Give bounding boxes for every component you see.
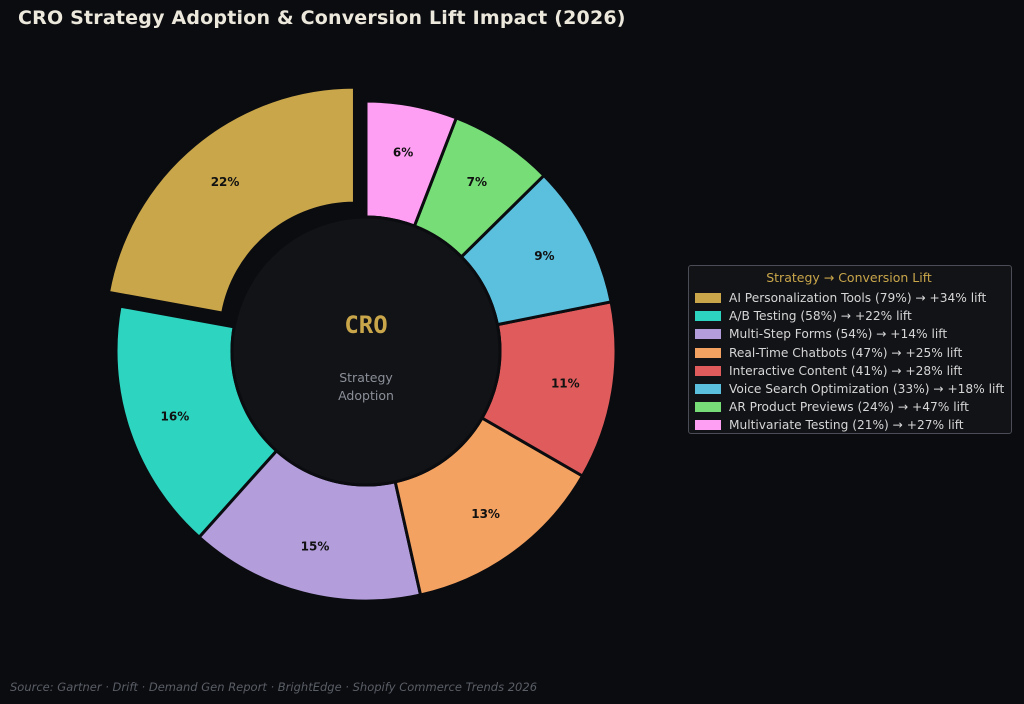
legend-item: Interactive Content (41%) → +28% lift	[693, 362, 1005, 380]
legend-label: Multivariate Testing (21%) → +27% lift	[729, 418, 964, 433]
legend-item: Real-Time Chatbots (47%) → +25% lift	[693, 344, 1005, 362]
legend-swatch	[695, 384, 721, 395]
legend-label: AR Product Previews (24%) → +47% lift	[729, 400, 969, 415]
slice-label-real-time-chatbots: 13%	[471, 507, 500, 521]
legend-item: Multivariate Testing (21%) → +27% lift	[693, 416, 1005, 434]
legend-item: Voice Search Optimization (33%) → +18% l…	[693, 380, 1005, 398]
legend: Strategy → Conversion Lift AI Personaliz…	[688, 265, 1012, 434]
legend-item: A/B Testing (58%) → +22% lift	[693, 307, 1005, 325]
chart-title: CRO Strategy Adoption & Conversion Lift …	[18, 7, 626, 29]
legend-label: Multi-Step Forms (54%) → +14% lift	[729, 327, 948, 342]
legend-swatch	[695, 329, 721, 340]
slice-label-ai-personalization-tools: 22%	[211, 175, 240, 189]
legend-label: Real-Time Chatbots (47%) → +25% lift	[729, 345, 963, 360]
center-sub-line1: Strategy	[339, 370, 393, 385]
legend-swatch	[695, 311, 721, 322]
legend-swatch	[695, 347, 721, 358]
legend-item: AI Personalization Tools (79%) → +34% li…	[693, 289, 1005, 307]
legend-swatch	[695, 402, 721, 413]
legend-label: Interactive Content (41%) → +28% lift	[729, 363, 963, 378]
slice-label-ar-product-previews: 7%	[467, 175, 487, 189]
source-note: Source: Gartner · Drift · Demand Gen Rep…	[10, 680, 538, 694]
legend-title: Strategy → Conversion Lift	[766, 270, 932, 285]
center-label: CRO	[344, 311, 387, 339]
legend-item: Multi-Step Forms (54%) → +14% lift	[693, 325, 1005, 343]
legend-swatch	[695, 420, 721, 431]
legend-label: A/B Testing (58%) → +22% lift	[729, 309, 912, 324]
center-sub-line2: Adoption	[338, 388, 394, 403]
donut-hole	[230, 215, 502, 487]
legend-swatch	[695, 293, 721, 304]
slice-label-voice-search-optimization: 9%	[534, 249, 554, 263]
slice-label-multivariate-testing: 6%	[393, 145, 413, 159]
legend-label: Voice Search Optimization (33%) → +18% l…	[729, 382, 1005, 397]
legend-label: AI Personalization Tools (79%) → +34% li…	[729, 291, 987, 306]
slice-ai-personalization-tools	[106, 85, 356, 315]
legend-swatch	[695, 365, 721, 376]
slice-label-multi-step-forms: 15%	[301, 539, 330, 553]
slice-label-a-b-testing: 16%	[161, 409, 190, 423]
legend-item: AR Product Previews (24%) → +47% lift	[693, 398, 1005, 416]
legend-items: AI Personalization Tools (79%) → +34% li…	[693, 289, 1005, 435]
slice-label-interactive-content: 11%	[551, 377, 580, 391]
labels-layer: 22% 16% 15% 13% 11% 9% 7% 6%	[161, 145, 580, 553]
slices-layer	[106, 85, 618, 603]
